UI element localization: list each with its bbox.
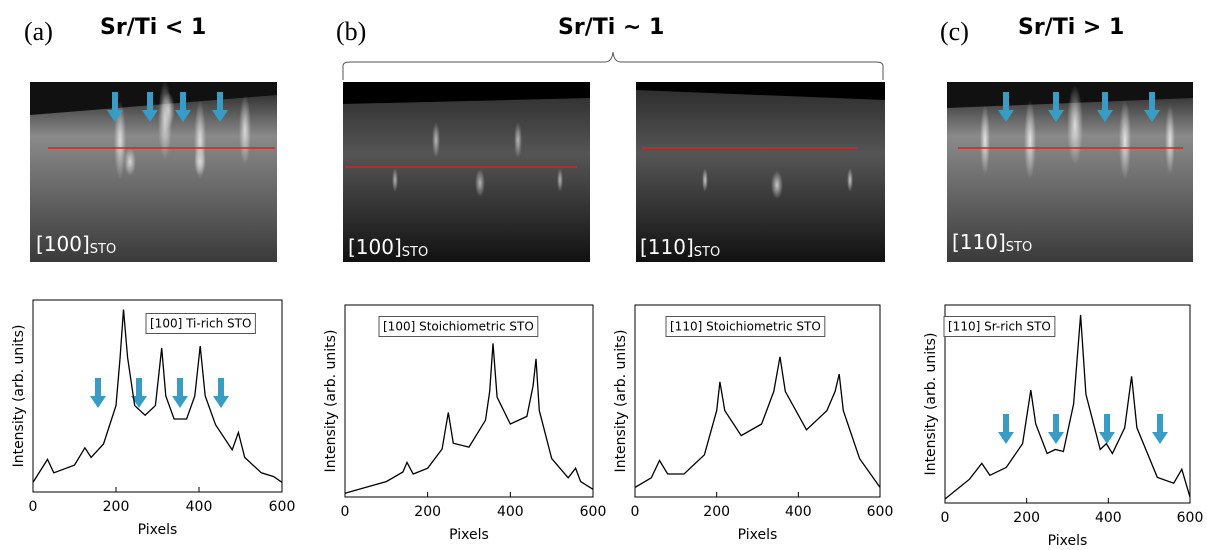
image-label: [110]STO: [952, 230, 1032, 255]
panel-letter: (b): [336, 17, 366, 46]
x-tick-label: 200: [414, 504, 441, 520]
x-tick-label: 400: [1095, 510, 1122, 526]
chart-title: [110] Stoichiometric STO: [670, 320, 821, 334]
x-axis-label: Pixels: [138, 522, 178, 538]
panel-header: Sr/Ti < 1: [100, 15, 206, 40]
profile-line: [344, 343, 594, 494]
rheed-image: [636, 82, 885, 262]
x-tick-label: 600: [580, 504, 607, 520]
plot-frame: [344, 304, 594, 498]
chart-title: [110] Sr-rich STO: [948, 320, 1051, 334]
title-box: [378, 316, 539, 337]
profile-line: [634, 356, 881, 488]
brace: [342, 51, 884, 80]
panel-letter: (c): [940, 17, 969, 46]
x-tick-label: 400: [186, 499, 213, 515]
title-box: [145, 313, 256, 334]
x-tick-label: 200: [103, 499, 130, 515]
plot-frame: [944, 304, 1191, 504]
title-box: [943, 316, 1056, 337]
title-box: [665, 316, 826, 337]
x-tick-label: 0: [631, 504, 640, 520]
x-tick-label: 400: [785, 504, 812, 520]
chart-title: [100] Stoichiometric STO: [383, 320, 534, 334]
plot-frame: [634, 304, 881, 498]
plot-frame: [32, 299, 283, 493]
x-tick-label: 0: [29, 499, 38, 515]
y-axis-label: Intensity (arb. units): [923, 333, 939, 476]
x-tick-label: 200: [1013, 510, 1040, 526]
profile-line: [944, 314, 1191, 500]
x-axis-label: Pixels: [449, 527, 489, 543]
x-tick-label: 200: [703, 504, 730, 520]
y-axis-label: Intensity (arb. units): [613, 330, 629, 473]
arrows: [90, 92, 1168, 444]
image-label: [100]STO: [36, 232, 116, 257]
x-tick-label: 600: [1177, 510, 1204, 526]
x-tick-label: 600: [269, 499, 296, 515]
rheed-image: [343, 82, 590, 262]
x-axis-label: Pixels: [1048, 533, 1088, 549]
x-axis-label: Pixels: [738, 527, 778, 543]
image-label: [100]STO: [348, 235, 428, 260]
x-tick-label: 400: [497, 504, 524, 520]
x-tick-label: 0: [341, 504, 350, 520]
image-label: [110]STO: [640, 235, 720, 260]
y-axis-label: Intensity (arb. units): [323, 330, 339, 473]
panel-header: Sr/Ti > 1: [1018, 15, 1124, 40]
panel-header: Sr/Ti ~ 1: [558, 15, 664, 40]
panel-letter: (a): [24, 17, 53, 46]
chart-title: [100] Ti-rich STO: [150, 317, 251, 331]
profile-line: [32, 309, 283, 483]
x-tick-label: 0: [941, 510, 950, 526]
x-tick-label: 600: [867, 504, 894, 520]
y-axis-label: Intensity (arb. units): [11, 325, 27, 468]
